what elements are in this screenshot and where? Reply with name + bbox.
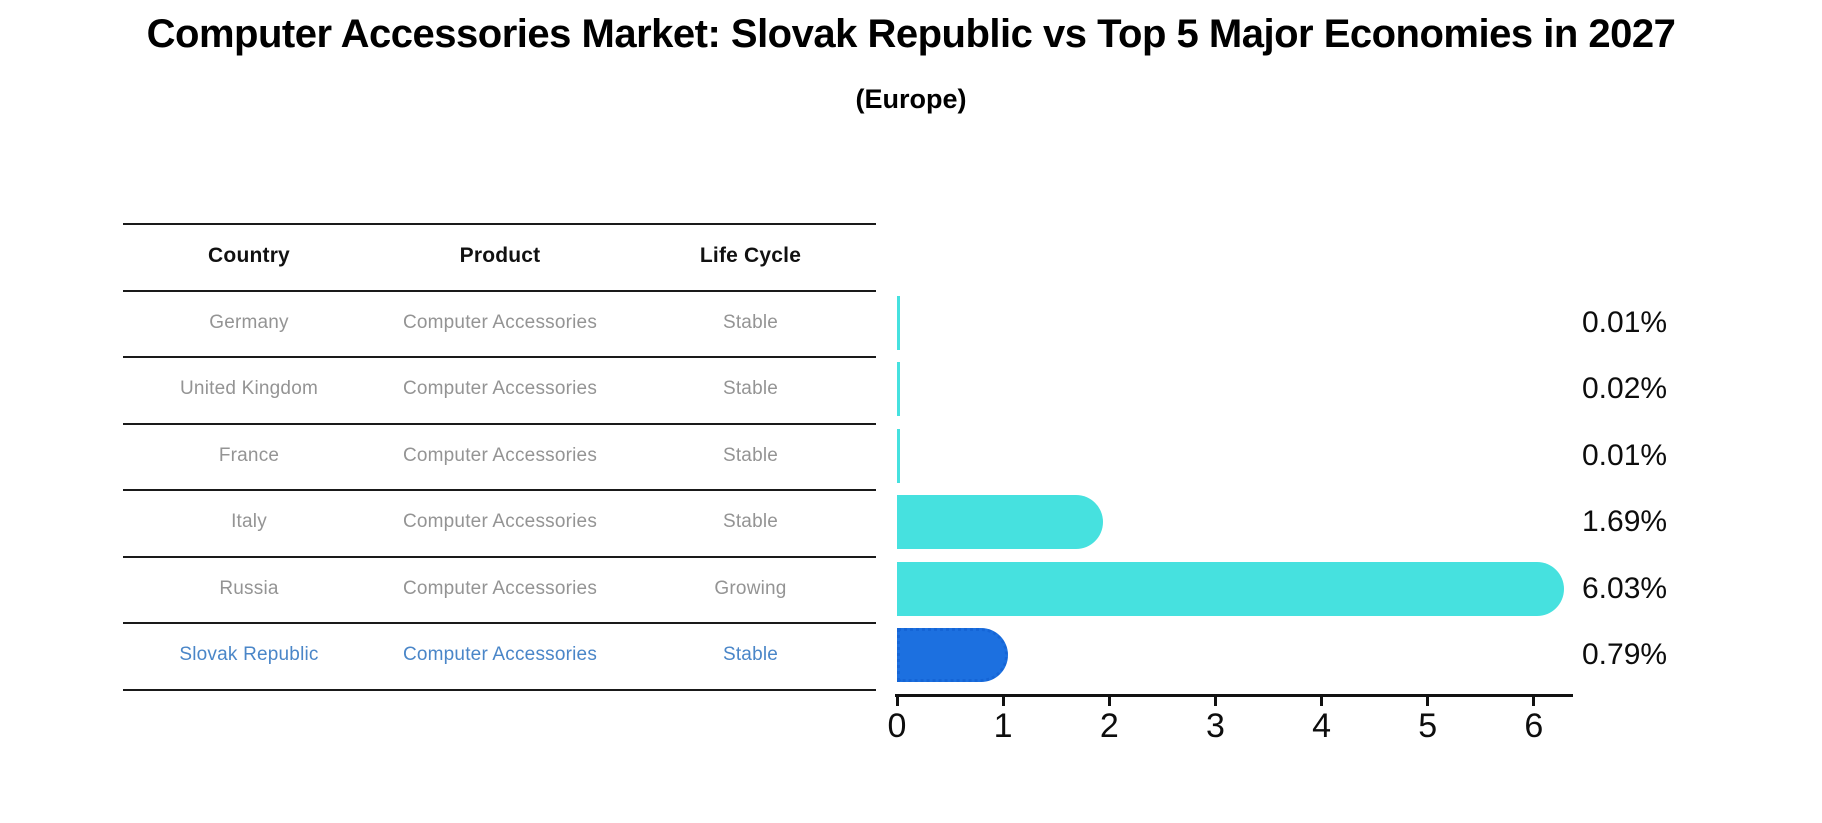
table-row-slovak-republic: Slovak Republic Computer Accessories Sta… [123, 642, 876, 668]
column-header-life-cycle: Life Cycle [699, 244, 802, 267]
table-cell-product: Computer Accessories [402, 577, 598, 599]
table-row-france: France Computer Accessories Stable [123, 443, 876, 469]
bar-value-label: 0.01% [1582, 305, 1668, 339]
table-cell-country: Italy [231, 511, 267, 533]
table-cell-country: France [218, 444, 280, 466]
table-cell-life-cycle: Stable [722, 311, 779, 333]
table-cell-life-cycle: Stable [722, 511, 779, 533]
table-rule [123, 489, 876, 491]
table-rule [123, 622, 876, 624]
table-rule [123, 555, 876, 558]
x-axis-tick [1320, 697, 1324, 706]
x-axis-tick [895, 697, 899, 706]
x-axis-tick [1426, 697, 1430, 706]
bar-value-label: 0.01% [1582, 438, 1668, 472]
bar-italy [897, 495, 1104, 550]
x-axis-tick-label: 1 [993, 707, 1013, 745]
table-cell-life-cycle: Stable [722, 644, 779, 666]
bar-slovak-republic [897, 628, 1008, 683]
table-row-united-kingdom: United Kingdom Computer Accessories Stab… [123, 376, 876, 402]
table-cell-product: Computer Accessories [402, 444, 598, 466]
x-axis-tick-label: 3 [1205, 707, 1225, 745]
table-cell-country: Slovak Republic [179, 644, 319, 666]
bar-russia [897, 561, 1565, 616]
x-axis-tick [1213, 697, 1217, 706]
chart-subtitle: (Europe) [855, 84, 967, 114]
column-header-country: Country [208, 244, 290, 267]
table-rule [123, 688, 876, 691]
table-cell-country: United Kingdom [180, 378, 318, 400]
chart-title: Computer Accessories Market: Slovak Repu… [146, 12, 1676, 56]
x-axis-tick-label: 4 [1312, 707, 1332, 745]
table-header-row: Country Product Life Cycle [123, 243, 876, 269]
bar-united-kingdom [897, 362, 900, 417]
x-axis-tick-label: 5 [1418, 707, 1438, 745]
table-cell-life-cycle: Stable [722, 378, 779, 400]
table-rule [123, 422, 876, 425]
x-axis-tick-label: 6 [1524, 707, 1544, 745]
table-cell-country: Russia [219, 577, 279, 599]
table-cell-product: Computer Accessories [402, 378, 598, 400]
table-cell-product: Computer Accessories [402, 644, 598, 666]
table-cell-life-cycle: Growing [714, 577, 787, 599]
bar-value-label: 1.69% [1582, 505, 1668, 539]
x-axis-tick-label: 2 [1099, 707, 1119, 745]
bar-value-label: 0.02% [1582, 372, 1668, 406]
x-axis-tick [1107, 697, 1111, 706]
table-rule [123, 356, 876, 358]
table-row-russia: Russia Computer Accessories Growing [123, 576, 876, 602]
x-axis-tick [1532, 697, 1536, 706]
column-header-product: Product [459, 244, 541, 267]
table-row-germany: Germany Computer Accessories Stable [123, 310, 876, 336]
bar-germany [897, 295, 900, 350]
table-cell-life-cycle: Stable [722, 444, 779, 466]
table-rule [123, 223, 876, 225]
bar-value-label: 6.03% [1582, 571, 1668, 605]
x-axis-line [895, 694, 1573, 697]
x-axis-tick-label: 0 [887, 707, 907, 745]
table-rule [123, 289, 876, 292]
bar-france [897, 428, 900, 483]
table-cell-country: Germany [209, 311, 289, 333]
table-cell-product: Computer Accessories [402, 311, 598, 333]
x-axis-tick [1001, 697, 1005, 706]
table-row-italy: Italy Computer Accessories Stable [123, 509, 876, 535]
table-cell-product: Computer Accessories [402, 511, 598, 533]
bar-value-label: 0.79% [1582, 638, 1668, 672]
